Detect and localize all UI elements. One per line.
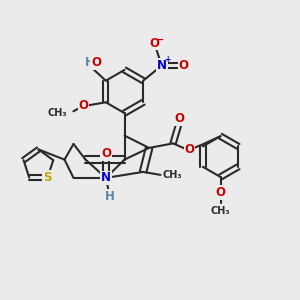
Text: N: N: [101, 171, 111, 184]
Text: O: O: [174, 112, 184, 125]
Text: +: +: [165, 55, 171, 64]
Text: O: O: [178, 58, 188, 72]
Text: N: N: [157, 58, 167, 72]
Text: CH₃: CH₃: [163, 170, 182, 181]
Text: CH₃: CH₃: [211, 206, 230, 216]
Text: O: O: [184, 143, 195, 156]
Text: O: O: [101, 147, 111, 160]
Text: O: O: [215, 186, 226, 199]
Text: O: O: [149, 37, 159, 50]
Text: −: −: [156, 34, 164, 45]
Text: O: O: [91, 56, 101, 69]
Text: O: O: [78, 99, 88, 112]
Text: H: H: [85, 56, 95, 69]
Text: CH₃: CH₃: [47, 107, 67, 118]
Text: H: H: [105, 190, 114, 203]
Text: S: S: [43, 171, 52, 184]
